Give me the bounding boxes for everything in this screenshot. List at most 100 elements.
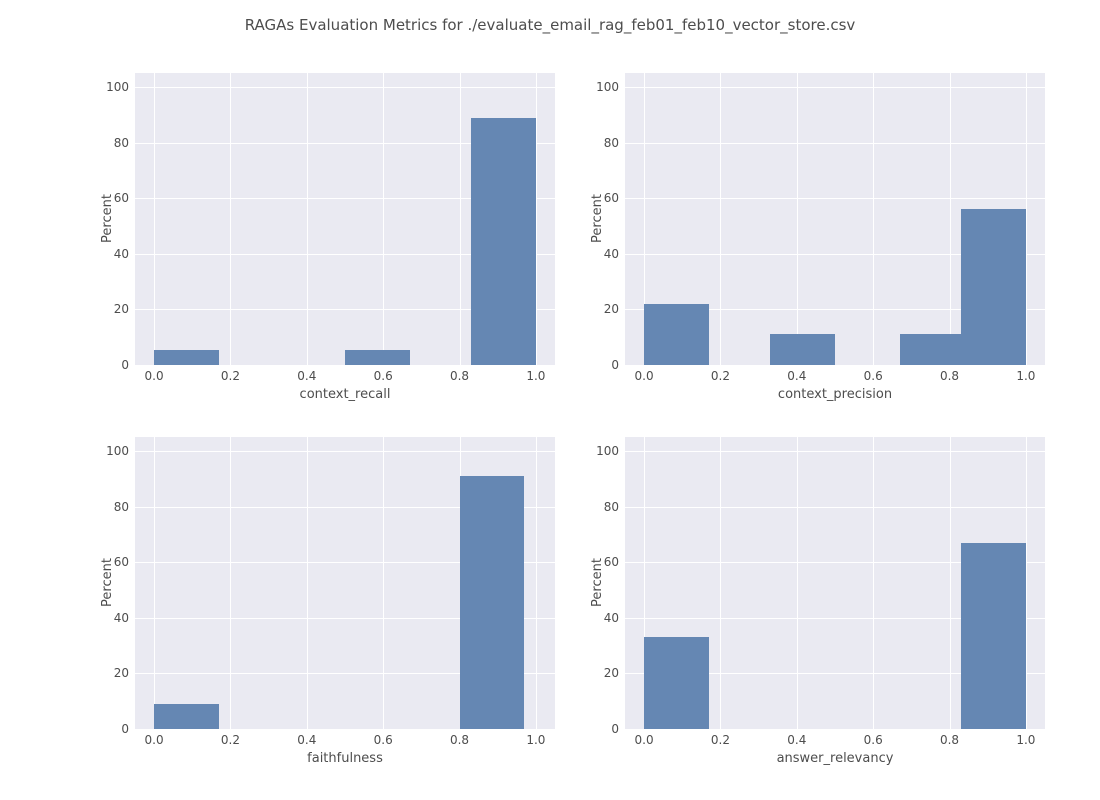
xtick-label: 0.6 — [374, 729, 393, 747]
gridline — [873, 437, 874, 729]
xtick-label: 0.0 — [635, 365, 654, 383]
xtick-label: 0.4 — [787, 365, 806, 383]
xtick-label: 0.2 — [221, 365, 240, 383]
ytick-label: 80 — [114, 500, 135, 514]
ytick-label: 80 — [604, 500, 625, 514]
ytick-label: 20 — [114, 302, 135, 316]
gridline — [797, 437, 798, 729]
ytick-label: 100 — [596, 444, 625, 458]
gridline — [154, 73, 155, 365]
bar — [644, 637, 709, 729]
gridline — [536, 73, 537, 365]
gridline — [135, 451, 555, 452]
gridline — [230, 437, 231, 729]
gridline — [873, 73, 874, 365]
gridline — [230, 73, 231, 365]
ytick-label: 100 — [106, 80, 135, 94]
bar — [900, 334, 965, 365]
gridline — [1026, 437, 1027, 729]
xtick-label: 0.2 — [711, 365, 730, 383]
x-axis-label: faithfulness — [307, 729, 383, 766]
ytick-label: 40 — [604, 611, 625, 625]
gridline — [383, 73, 384, 365]
gridline — [625, 87, 1045, 88]
gridline — [460, 73, 461, 365]
ytick-label: 0 — [611, 722, 625, 736]
bar — [961, 543, 1026, 729]
ytick-label: 20 — [114, 666, 135, 680]
ytick-label: 40 — [114, 611, 135, 625]
xtick-label: 0.0 — [145, 729, 164, 747]
bar — [154, 704, 219, 729]
bar — [644, 304, 709, 365]
xtick-label: 0.8 — [450, 729, 469, 747]
gridline — [950, 73, 951, 365]
gridline — [154, 437, 155, 729]
ytick-label: 100 — [106, 444, 135, 458]
axis-box: Percent faithfulness 0204060801000.00.20… — [135, 436, 556, 729]
xtick-label: 0.4 — [297, 729, 316, 747]
gridline — [797, 73, 798, 365]
ytick-label: 60 — [114, 555, 135, 569]
xtick-label: 0.0 — [635, 729, 654, 747]
ytick-label: 60 — [604, 191, 625, 205]
gridline — [307, 73, 308, 365]
gridline — [135, 365, 555, 366]
ytick-label: 80 — [604, 136, 625, 150]
gridline — [625, 507, 1045, 508]
ytick-label: 60 — [604, 555, 625, 569]
bar — [961, 209, 1026, 365]
gridline — [625, 365, 1045, 366]
y-axis-label: Percent — [590, 194, 605, 243]
gridline — [383, 437, 384, 729]
gridline — [536, 437, 537, 729]
gridline — [135, 729, 555, 730]
xtick-label: 1.0 — [526, 365, 545, 383]
xtick-label: 0.4 — [787, 729, 806, 747]
xtick-label: 0.6 — [864, 365, 883, 383]
ytick-label: 80 — [114, 136, 135, 150]
axis-box: Percent answer_relevancy 0204060801000.0… — [625, 436, 1046, 729]
xtick-label: 0.6 — [864, 729, 883, 747]
xtick-label: 0.2 — [711, 729, 730, 747]
gridline — [720, 437, 721, 729]
gridline — [950, 437, 951, 729]
ytick-label: 40 — [604, 247, 625, 261]
xtick-label: 0.8 — [940, 729, 959, 747]
ytick-label: 20 — [604, 302, 625, 316]
figure-title: RAGAs Evaluation Metrics for ./evaluate_… — [0, 16, 1100, 34]
gridline — [625, 143, 1045, 144]
ytick-label: 0 — [121, 722, 135, 736]
bar — [154, 350, 219, 365]
ytick-label: 0 — [121, 358, 135, 372]
y-axis-label: Percent — [590, 558, 605, 607]
gridline — [625, 198, 1045, 199]
gridline — [720, 73, 721, 365]
xtick-label: 0.8 — [940, 365, 959, 383]
xtick-label: 1.0 — [526, 729, 545, 747]
xtick-label: 1.0 — [1016, 365, 1035, 383]
axis-box: Percent context_recall 0204060801000.00.… — [135, 72, 556, 365]
figure: RAGAs Evaluation Metrics for ./evaluate_… — [0, 0, 1100, 800]
gridline — [625, 451, 1045, 452]
bar — [770, 334, 835, 365]
xtick-label: 1.0 — [1016, 729, 1035, 747]
xtick-label: 0.2 — [221, 729, 240, 747]
y-axis-label: Percent — [100, 558, 115, 607]
ytick-label: 60 — [114, 191, 135, 205]
gridline — [135, 87, 555, 88]
ytick-label: 40 — [114, 247, 135, 261]
xtick-label: 0.4 — [297, 365, 316, 383]
xtick-label: 0.6 — [374, 365, 393, 383]
y-axis-label: Percent — [100, 194, 115, 243]
ytick-label: 100 — [596, 80, 625, 94]
bar — [471, 118, 536, 366]
bar — [460, 476, 525, 729]
ytick-label: 0 — [611, 358, 625, 372]
axis-box: Percent context_precision 0204060801000.… — [625, 72, 1046, 365]
gridline — [625, 729, 1045, 730]
xtick-label: 0.0 — [145, 365, 164, 383]
gridline — [1026, 73, 1027, 365]
xtick-label: 0.8 — [450, 365, 469, 383]
gridline — [307, 437, 308, 729]
